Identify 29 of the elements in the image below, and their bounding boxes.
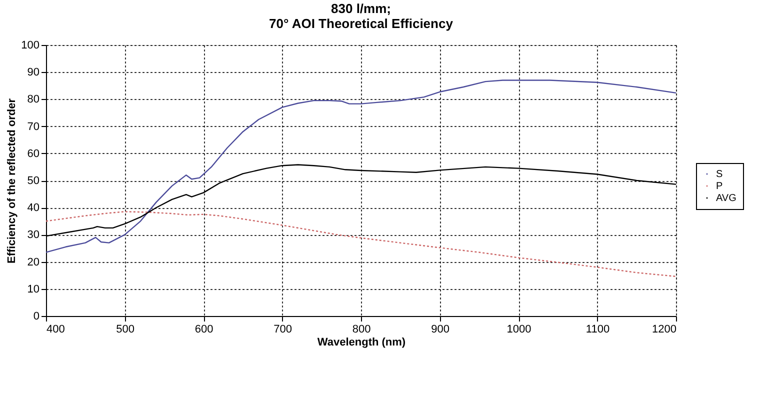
y-tick-label: 80 bbox=[27, 94, 40, 106]
y-tick-label: 20 bbox=[27, 256, 40, 268]
line-series bbox=[45, 211, 677, 278]
x-tick-label: 800 bbox=[352, 324, 371, 336]
y-tick-label: 10 bbox=[27, 283, 40, 296]
y-tick-label: 90 bbox=[27, 66, 40, 79]
x-tick-label: 700 bbox=[274, 324, 292, 336]
text: 830 l/mm; bbox=[331, 1, 391, 16]
x-tick-label: 600 bbox=[194, 324, 214, 336]
legend-label: P bbox=[716, 181, 723, 192]
y-tick-label: 30 bbox=[27, 229, 40, 242]
y-axis-title: Efficiency of the reflected order bbox=[6, 98, 18, 264]
x-tick-label: 1000 bbox=[506, 324, 532, 336]
x-axis-title: Wavelength (nm) bbox=[317, 336, 406, 348]
y-tick-label: 0 bbox=[33, 310, 40, 322]
line-series bbox=[45, 80, 677, 253]
y-tick-label: 100 bbox=[21, 40, 40, 52]
y-tick-label: 50 bbox=[27, 175, 40, 187]
x-tick-label: 900 bbox=[431, 324, 450, 336]
y-tick-label: 70 bbox=[27, 120, 40, 133]
x-tick-label: 1100 bbox=[586, 324, 610, 336]
x-tick-label: 1200 bbox=[652, 324, 676, 336]
x-tick-label: 400 bbox=[46, 324, 65, 336]
y-tick-label: 40 bbox=[27, 202, 40, 214]
legend-label: S bbox=[716, 169, 723, 180]
text: 70° AOI Theoretical Efficiency bbox=[269, 16, 453, 31]
y-tick-label: 60 bbox=[27, 148, 40, 160]
x-tick-label: 500 bbox=[116, 324, 134, 336]
legend-label: AVG bbox=[716, 193, 737, 204]
